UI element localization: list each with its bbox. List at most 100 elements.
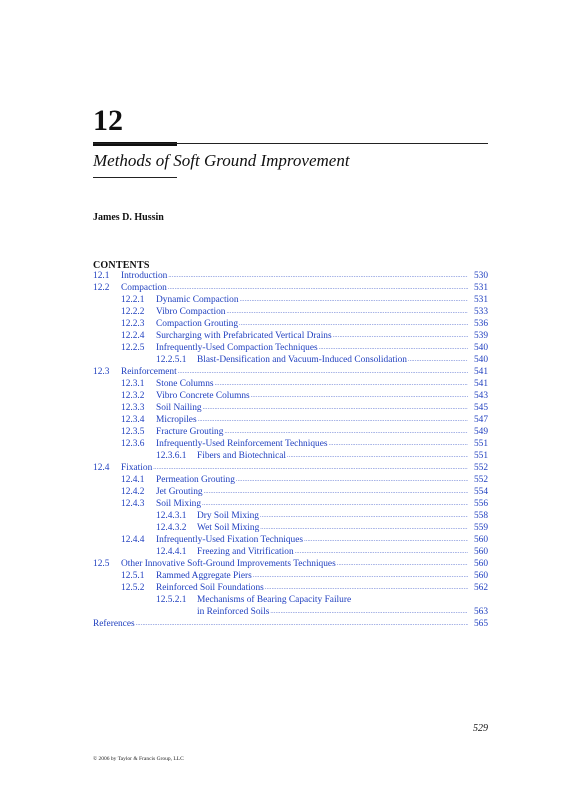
toc-number: 12.4.3	[121, 499, 145, 509]
toc-number: 12.4.3.2	[156, 523, 187, 533]
toc-title: in Reinforced Soils	[197, 607, 270, 617]
toc-entry[interactable]: 12.4.2 Jet Grouting 554	[93, 486, 488, 498]
toc-number: 12.2	[93, 283, 110, 293]
toc-title: Dynamic Compaction	[156, 295, 239, 305]
toc-entry[interactable]: 12.2 Compaction 531	[93, 282, 488, 294]
toc-number: 12.3.6	[121, 439, 145, 449]
toc-page: 552	[473, 463, 488, 473]
toc-title: Infrequently-Used Compaction Techniques	[156, 343, 318, 353]
toc-entry[interactable]: 12.5 Other Innovative Soft-Ground Improv…	[93, 558, 488, 570]
toc-number: 12.3.3	[121, 403, 145, 413]
toc-number: 12.3.2	[121, 391, 145, 401]
toc-page: 541	[473, 379, 488, 389]
toc-entry[interactable]: 12.4.3.1 Dry Soil Mixing 558	[93, 510, 488, 522]
copyright-footer: © 2006 by Taylor & Francis Group, LLC	[93, 756, 184, 762]
toc-title: Soil Mixing	[156, 499, 202, 509]
toc-entry[interactable]: 12.2.3 Compaction Grouting 536	[93, 318, 488, 330]
toc-entry[interactable]: 12.3 Reinforcement 541	[93, 366, 488, 378]
toc-number: 12.5	[93, 559, 110, 569]
toc-title: Introduction	[121, 271, 168, 281]
toc-number: 12.4.3.1	[156, 511, 187, 521]
toc-title: Vibro Concrete Columns	[156, 391, 250, 401]
toc-page: 558	[473, 511, 488, 521]
toc-entry[interactable]: 12.3.1 Stone Columns 541	[93, 378, 488, 390]
toc-entry[interactable]: 12.3.6 Infrequently-Used Reinforcement T…	[93, 438, 488, 450]
toc-number: 12.2.5.1	[156, 355, 187, 365]
toc-page: 543	[473, 391, 488, 401]
toc-page: 540	[473, 355, 488, 365]
toc-number: 12.5.1	[121, 571, 145, 581]
toc-title: Rammed Aggregate Piers	[156, 571, 252, 581]
toc-page: 560	[473, 547, 488, 557]
toc-title: Dry Soil Mixing	[197, 511, 259, 521]
toc-number: 12.4.2	[121, 487, 145, 497]
toc-page: 551	[473, 451, 488, 461]
toc-page: 560	[473, 571, 488, 581]
toc-page: 554	[473, 487, 488, 497]
page-number: 529	[473, 723, 488, 734]
toc-entry[interactable]: 12.5.1 Rammed Aggregate Piers 560	[93, 570, 488, 582]
toc-title: Infrequently-Used Fixation Techniques	[156, 535, 304, 545]
toc-entry[interactable]: 12.4.4.1 Freezing and Vitrification 560	[93, 546, 488, 558]
toc-entry[interactable]: 12.1 Introduction 530	[93, 270, 488, 282]
toc-title: Reinforcement	[121, 367, 177, 377]
toc-title: Compaction	[121, 283, 167, 293]
toc-page: 562	[473, 583, 488, 593]
toc-number: 12.2.1	[121, 295, 145, 305]
toc-page: 545	[473, 403, 488, 413]
toc-number: 12.1	[93, 271, 110, 281]
toc-page: 552	[473, 475, 488, 485]
toc-page: 531	[473, 283, 488, 293]
toc-title: Surcharging with Prefabricated Vertical …	[156, 331, 332, 341]
toc-entry[interactable]: 12.4 Fixation 552	[93, 462, 488, 474]
toc-entry[interactable]: 12.2.1 Dynamic Compaction 531	[93, 294, 488, 306]
toc-entry[interactable]: 12.4.4 Infrequently-Used Fixation Techni…	[93, 534, 488, 546]
rule-thin	[93, 143, 488, 144]
toc-page: 565	[473, 619, 488, 629]
chapter-number: 12	[93, 104, 123, 137]
toc-page: 547	[473, 415, 488, 425]
toc-page: 560	[473, 535, 488, 545]
toc-entry[interactable]: 12.2.5 Infrequently-Used Compaction Tech…	[93, 342, 488, 354]
toc-entry-references[interactable]: References 565	[93, 618, 488, 630]
toc-number: 12.3.4	[121, 415, 145, 425]
toc-title: Infrequently-Used Reinforcement Techniqu…	[156, 439, 328, 449]
toc-title: Fibers and Biotechnical	[197, 451, 287, 461]
toc-page: 540	[473, 343, 488, 353]
toc-entry[interactable]: 12.3.5 Fracture Grouting 549	[93, 426, 488, 438]
toc-entry[interactable]: 12.4.1 Permeation Grouting 552	[93, 474, 488, 486]
toc-entry[interactable]: 12.5.2 Reinforced Soil Foundations 562	[93, 582, 488, 594]
toc-entry[interactable]: 12.3.2 Vibro Concrete Columns 543	[93, 390, 488, 402]
toc-entry[interactable]: 12.4.3 Soil Mixing 556	[93, 498, 488, 510]
toc-title: Wet Soil Mixing	[197, 523, 260, 533]
toc-entry[interactable]: 12.3.3 Soil Nailing 545	[93, 402, 488, 414]
toc-number: 12.5.2.1	[156, 595, 187, 605]
toc-number: 12.2.5	[121, 343, 145, 353]
toc-number: 12.4.1	[121, 475, 145, 485]
toc-entry[interactable]: 12.3.4 Micropiles 547	[93, 414, 488, 426]
toc-title: Stone Columns	[156, 379, 214, 389]
toc-page: 556	[473, 499, 488, 509]
toc-number: 12.2.2	[121, 307, 145, 317]
toc-title: Soil Nailing	[156, 403, 202, 413]
toc-page: 536	[473, 319, 488, 329]
toc-page: 533	[473, 307, 488, 317]
rule-thick	[93, 142, 177, 146]
title-underline	[93, 177, 177, 178]
toc-entry[interactable]: 12.2.5.1 Blast-Densification and Vacuum-…	[93, 354, 488, 366]
toc-entry[interactable]: 12.5.2.1 Mechanisms of Bearing Capacity …	[93, 594, 488, 606]
toc-entry[interactable]: 12.4.3.2 Wet Soil Mixing 559	[93, 522, 488, 534]
toc-entry[interactable]: 12.2.2 Vibro Compaction 533	[93, 306, 488, 318]
toc-page: 549	[473, 427, 488, 437]
toc-title: References	[93, 619, 135, 629]
toc-entry[interactable]: 12.2.4 Surcharging with Prefabricated Ve…	[93, 330, 488, 342]
toc-number: 12.3.6.1	[156, 451, 187, 461]
author-name: James D. Hussin	[93, 212, 164, 223]
toc-entry[interactable]: 12.3.6.1 Fibers and Biotechnical 551	[93, 450, 488, 462]
toc-title: Mechanisms of Bearing Capacity Failure	[197, 595, 352, 605]
toc-page: 559	[473, 523, 488, 533]
toc-page: 541	[473, 367, 488, 377]
toc-page: 531	[473, 295, 488, 305]
toc-title: Micropiles	[156, 415, 197, 425]
toc-entry-continuation[interactable]: in Reinforced Soils 563	[93, 606, 488, 618]
